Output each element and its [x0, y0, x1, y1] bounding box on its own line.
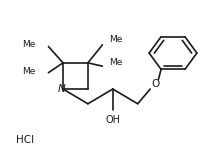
- Text: Me: Me: [23, 40, 36, 49]
- Text: Me: Me: [109, 35, 122, 44]
- Text: HCl: HCl: [16, 135, 34, 145]
- Text: Me: Me: [23, 66, 36, 76]
- Text: N: N: [58, 84, 66, 94]
- Text: Me: Me: [109, 58, 122, 67]
- Text: O: O: [151, 79, 159, 89]
- Text: OH: OH: [105, 115, 120, 125]
